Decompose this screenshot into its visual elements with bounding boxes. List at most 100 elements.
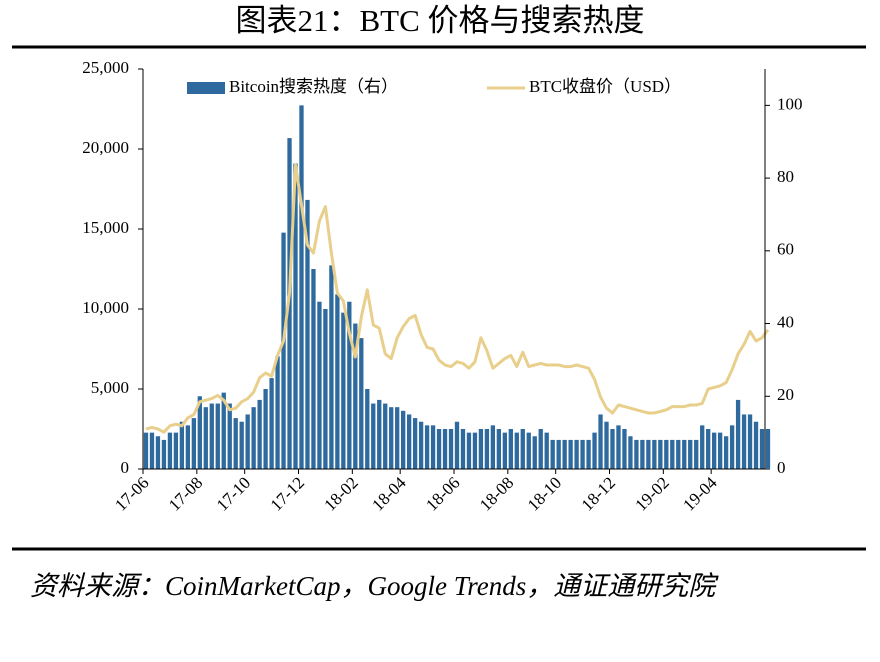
bar (155, 436, 161, 469)
bar (729, 425, 735, 469)
bar (401, 410, 406, 469)
bar (149, 432, 155, 469)
bar (395, 407, 400, 469)
y2-tick-label: 40 (777, 312, 794, 331)
y-tick-label: 5,000 (91, 378, 129, 397)
bar (281, 232, 286, 469)
chart-title: 图表21：BTC 价格与搜索热度 (235, 3, 644, 38)
bar (406, 414, 412, 469)
y-tick-label: 25,000 (82, 58, 129, 77)
bar (442, 429, 448, 469)
bar (245, 414, 250, 469)
y2-tick-label: 100 (777, 94, 803, 113)
bar (335, 294, 340, 469)
bar (221, 392, 226, 469)
bar (747, 414, 753, 469)
x-tick-label: 18-06 (422, 473, 463, 514)
bar (712, 432, 717, 469)
bar (167, 432, 173, 469)
bar (765, 429, 771, 469)
bar (556, 439, 561, 469)
bar (359, 338, 364, 469)
bar (448, 429, 454, 469)
bar (568, 439, 573, 469)
bar (269, 378, 274, 469)
bar (502, 432, 507, 469)
x-tick-label: 17-06 (111, 473, 152, 514)
source-box: 资料来源：CoinMarketCap，Google Trends，通证通研究院 (30, 571, 716, 601)
x-tick-label: 17-12 (267, 473, 308, 514)
bar (347, 301, 352, 469)
source: 资料来源：CoinMarketCap，Google Trends，通证通研究院 (30, 571, 716, 601)
bar (652, 439, 657, 469)
x-tick-label: 18-04 (368, 473, 410, 515)
bar (562, 439, 567, 469)
bar (377, 399, 382, 469)
bar (239, 421, 244, 469)
bar (227, 403, 232, 469)
y-tick-label: 10,000 (82, 298, 129, 317)
bar (466, 432, 472, 469)
x-tick-label: 18-08 (476, 473, 517, 514)
bar (353, 323, 358, 469)
bar (329, 265, 334, 469)
bar (341, 312, 346, 469)
bar (658, 439, 663, 469)
bar (670, 439, 675, 469)
bar (628, 436, 633, 469)
price-line (145, 163, 770, 434)
x-tick-label: 18-10 (524, 473, 565, 514)
bar (424, 425, 430, 469)
bar (514, 432, 519, 469)
bar (143, 432, 149, 469)
bar (209, 403, 214, 469)
y-tick-label: 0 (121, 458, 130, 477)
bar (305, 199, 310, 469)
bar (741, 414, 747, 469)
bar (484, 429, 490, 469)
y-tick-label: 15,000 (82, 218, 129, 237)
x-tick-label: 18-12 (578, 473, 619, 514)
bar (717, 432, 723, 469)
bar (753, 421, 759, 469)
x-tick-label: 18-02 (320, 473, 361, 514)
bar (640, 439, 645, 469)
legend-label: Bitcoin搜索热度（右） (229, 77, 398, 96)
legend-swatch (187, 82, 225, 94)
bar (574, 439, 579, 469)
bar (299, 105, 304, 469)
bar (412, 418, 418, 469)
y2-tick-label: 80 (777, 167, 794, 186)
bar (383, 403, 388, 469)
bar (251, 407, 256, 469)
bar (173, 432, 179, 469)
bar (275, 356, 280, 469)
bar (759, 429, 765, 469)
bar (538, 429, 543, 469)
bar (688, 439, 693, 469)
bar (317, 301, 322, 469)
bar (197, 396, 202, 469)
bar (735, 399, 741, 469)
bar (706, 429, 711, 469)
bar (634, 439, 639, 469)
y2-tick-label: 0 (777, 458, 786, 477)
bar (293, 163, 298, 469)
bar (496, 429, 502, 469)
bar (508, 429, 513, 469)
bar (478, 429, 484, 469)
bar (454, 421, 460, 469)
bar (371, 403, 376, 469)
bar (550, 439, 555, 469)
bar (723, 436, 729, 469)
bar (700, 425, 705, 469)
bar (598, 414, 603, 469)
bar (161, 439, 167, 469)
bar (490, 425, 496, 469)
bar (179, 421, 185, 469)
bar (203, 407, 208, 469)
bar (544, 432, 549, 469)
bar (646, 439, 651, 469)
